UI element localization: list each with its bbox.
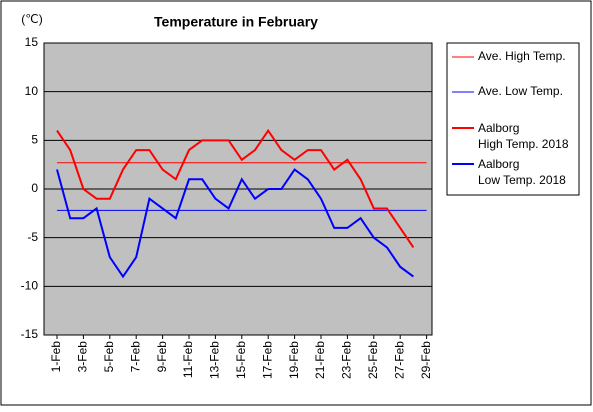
x-tick-label: 1-Feb [49,341,63,373]
legend-label: Low Temp. 2018 [478,173,566,187]
y-tick-label: -5 [27,230,38,244]
x-tick-label: 23-Feb [340,341,354,379]
y-tick-label: -15 [21,327,39,341]
x-tick-label: 27-Feb [392,341,406,379]
legend-label: Ave. High Temp. [478,49,566,63]
x-tick-label: 11-Feb [181,341,195,378]
legend [446,42,580,196]
x-tick-label: 17-Feb [260,341,274,379]
series-line [56,168,414,279]
x-tick-label: 9-Feb [155,341,169,373]
y-tick-label: 10 [25,84,39,98]
legend-label: Ave. Low Temp. [478,84,563,98]
x-tick-label: 7-Feb [128,341,142,373]
legend-label: Aalborg [478,121,519,135]
x-tick-label: 25-Feb [366,341,380,379]
y-axis-label: (℃) [21,12,42,26]
x-tick-label: 29-Feb [419,341,433,379]
x-tick-label: 13-Feb [208,341,222,379]
x-tick-label: 21-Feb [313,341,327,379]
y-tick-label: 5 [31,133,38,147]
x-tick-label: 5-Feb [102,341,116,373]
series-line [56,128,415,248]
y-tick-label: 15 [25,35,39,49]
legend-label: Aalborg [478,157,519,171]
legend-label: High Temp. 2018 [478,137,569,151]
y-tick-label: 0 [31,181,38,195]
x-tick-label: 15-Feb [234,341,248,379]
x-tick-label: 19-Feb [287,341,301,379]
chart-title: Temperature in February [154,14,318,30]
y-tick-label: -10 [21,279,39,293]
x-tick-label: 3-Feb [76,341,90,373]
